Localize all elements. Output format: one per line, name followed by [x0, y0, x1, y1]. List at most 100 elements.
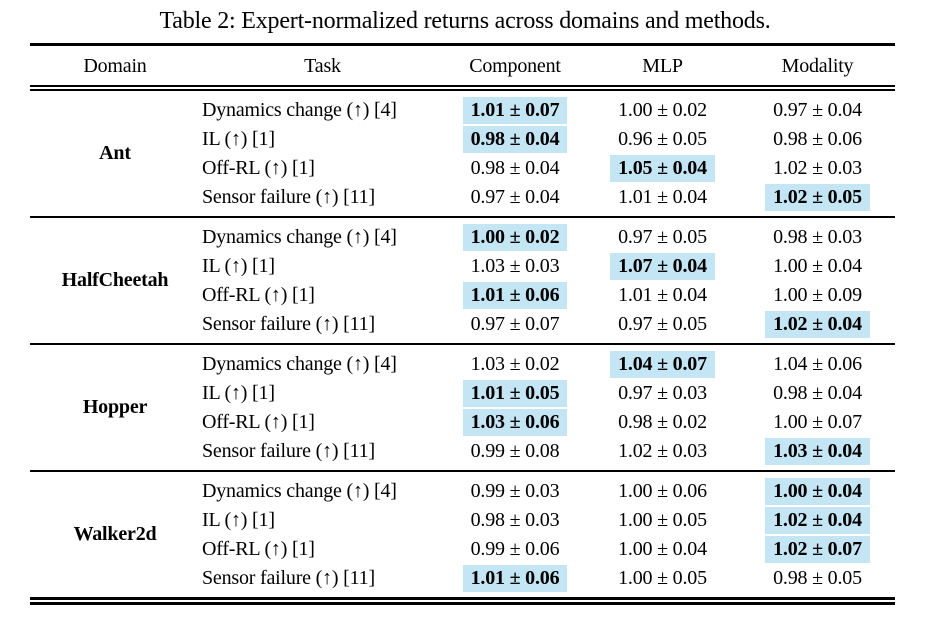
task-cell: IL (↑) [1] [202, 128, 275, 150]
best-value: 1.00 ± 0.02 [462, 224, 568, 251]
table-row: Walker2d Dynamics change (↑) [4] 0.99 ± 0.… [30, 471, 895, 545]
value-cell-mlp: 1.00 ± 0.06 [585, 471, 740, 506]
table-row: Off-RL (↑) [1] 0.98 ± 0.04 1.05 ± 0.04 1.02… [30, 154, 895, 183]
column-header-modality: Modality [781, 55, 854, 77]
value: 1.02 ± 0.03 [618, 440, 707, 462]
table-caption: Table 2: Expert-normalized returns acros… [159, 8, 771, 34]
results-table: Domain Task Component MLP Modality Ant Dynami… [30, 43, 895, 605]
task-cell: Dynamics change (↑) [4] [202, 98, 397, 121]
value-cell-component: 0.99 ± 0.08 [445, 437, 585, 471]
best-value: 0.98 ± 0.04 [462, 126, 568, 153]
value-cell-mlp: 0.97 ± 0.05 [585, 310, 740, 344]
value-cell-modality: 0.98 ± 0.05 [740, 564, 895, 601]
value: 0.96 ± 0.05 [618, 128, 707, 150]
value: 1.00 ± 0.05 [618, 567, 707, 589]
value: 1.00 ± 0.09 [773, 284, 862, 306]
task-cell: Sensor failure (↑) [11] [202, 313, 375, 335]
best-value: 1.03 ± 0.04 [765, 438, 870, 465]
task-cell: Off-RL (↑) [1] [202, 411, 315, 433]
value-cell-modality: 1.00 ± 0.09 [740, 281, 895, 310]
task-cell: Sensor failure (↑) [11] [202, 440, 375, 462]
value: 1.02 ± 0.03 [773, 157, 862, 179]
table-row: Sensor failure (↑) [11] 0.97 ± 0.04 1.01 ±… [30, 183, 895, 217]
value-cell-modality: 1.00 ± 0.04 [740, 471, 895, 506]
value: 0.99 ± 0.06 [470, 538, 560, 560]
value-cell-modality: 0.97 ± 0.04 [740, 88, 895, 125]
value-cell-component: 0.98 ± 0.04 [445, 154, 585, 183]
table-header: Domain Task Component MLP Modality [30, 44, 895, 89]
domain-group-halfcheetah: HalfCheetah Dynamics change (↑) [4] 1.00 ±… [30, 217, 895, 344]
best-value: 1.01 ± 0.06 [462, 565, 568, 592]
task-cell: IL (↑) [1] [202, 509, 275, 531]
value-cell-modality: 0.98 ± 0.06 [740, 125, 895, 154]
value-cell-mlp: 1.01 ± 0.04 [585, 183, 740, 217]
domain-cell: HalfCheetah [61, 269, 169, 291]
value: 0.99 ± 0.03 [470, 480, 560, 502]
best-value: 1.02 ± 0.04 [765, 311, 870, 338]
value: 0.98 ± 0.04 [470, 157, 560, 179]
value-cell-modality: 1.04 ± 0.06 [740, 344, 895, 379]
value-cell-mlp: 1.02 ± 0.03 [585, 437, 740, 471]
best-value: 1.07 ± 0.04 [610, 253, 715, 280]
value: 0.98 ± 0.03 [773, 226, 862, 248]
value-cell-mlp: 1.07 ± 0.04 [585, 252, 740, 281]
best-value: 1.01 ± 0.06 [462, 282, 568, 309]
value-cell-component: 1.00 ± 0.02 [445, 217, 585, 252]
value-cell-modality: 1.03 ± 0.04 [740, 437, 895, 471]
value-cell-mlp: 1.00 ± 0.02 [585, 88, 740, 125]
value-cell-modality: 1.00 ± 0.07 [740, 408, 895, 437]
value: 1.00 ± 0.05 [618, 509, 707, 531]
column-header-task: Task [304, 55, 341, 77]
value-cell-modality: 1.02 ± 0.03 [740, 154, 895, 183]
task-cell: IL (↑) [1] [202, 382, 275, 404]
value: 0.98 ± 0.02 [618, 411, 707, 433]
domain-group-ant: Ant Dynamics change (↑) [4] 1.01 ± 0.07 1.0… [30, 88, 895, 217]
value-cell-mlp: 1.01 ± 0.04 [585, 281, 740, 310]
task-cell: Sensor failure (↑) [11] [202, 567, 375, 589]
best-value: 1.02 ± 0.07 [765, 536, 870, 563]
value: 0.97 ± 0.07 [470, 313, 560, 335]
task-cell: Dynamics change (↑) [4] [202, 479, 397, 502]
value: 0.97 ± 0.05 [618, 226, 707, 248]
value-cell-mlp: 1.00 ± 0.04 [585, 535, 740, 564]
value-cell-component: 1.03 ± 0.03 [445, 252, 585, 281]
task-cell: Dynamics change (↑) [4] [202, 225, 397, 248]
best-value: 1.05 ± 0.04 [610, 155, 715, 182]
header-row: Domain Task Component MLP Modality [30, 45, 895, 89]
value-cell-mlp: 1.00 ± 0.05 [585, 506, 740, 535]
table-row: IL (↑) [1] 0.98 ± 0.03 1.00 ± 0.05 1.02 ± 0… [30, 506, 895, 535]
table-row: HalfCheetah Dynamics change (↑) [4] 1.00 ±… [30, 217, 895, 291]
column-header-component: Component [469, 55, 561, 77]
best-value: 1.02 ± 0.05 [765, 184, 870, 211]
value: 0.98 ± 0.05 [773, 567, 862, 589]
table-row: Off-RL (↑) [1] 1.03 ± 0.06 0.98 ± 0.02 1.00… [30, 408, 895, 437]
value: 1.01 ± 0.04 [618, 186, 707, 208]
table-row: Ant Dynamics change (↑) [4] 1.01 ± 0.07 1.0… [30, 88, 895, 164]
value-cell-modality: 0.98 ± 0.04 [740, 379, 895, 408]
value-cell-mlp: 1.05 ± 0.04 [585, 154, 740, 183]
value: 1.01 ± 0.04 [618, 284, 707, 306]
domain-cell: Walker2d [73, 523, 157, 545]
best-value: 1.00 ± 0.04 [765, 478, 870, 505]
column-header-domain: Domain [83, 55, 147, 77]
value: 1.00 ± 0.07 [773, 411, 862, 433]
value: 1.03 ± 0.03 [470, 255, 560, 277]
value-cell-component: 0.99 ± 0.06 [445, 535, 585, 564]
value-cell-mlp: 0.98 ± 0.02 [585, 408, 740, 437]
value-cell-component: 1.01 ± 0.05 [445, 379, 585, 408]
table-row: IL (↑) [1] 1.03 ± 0.03 1.07 ± 0.04 1.00 ± 0… [30, 252, 895, 281]
task-cell: Sensor failure (↑) [11] [202, 186, 375, 208]
value: 0.99 ± 0.08 [470, 440, 560, 462]
value-cell-component: 1.01 ± 0.06 [445, 281, 585, 310]
value: 1.00 ± 0.04 [773, 255, 862, 277]
value-cell-component: 1.03 ± 0.02 [445, 344, 585, 379]
task-cell: Off-RL (↑) [1] [202, 157, 315, 179]
table-row: Sensor failure (↑) [11] 0.99 ± 0.08 1.02 ±… [30, 437, 895, 471]
table-row: Hopper Dynamics change (↑) [4] 1.03 ± 0.02… [30, 344, 895, 418]
task-cell: Off-RL (↑) [1] [202, 538, 315, 560]
value-cell-modality: 1.00 ± 0.04 [740, 252, 895, 281]
value-cell-component: 1.01 ± 0.06 [445, 564, 585, 601]
value: 1.00 ± 0.06 [618, 480, 707, 502]
value-cell-modality: 1.02 ± 0.04 [740, 310, 895, 344]
